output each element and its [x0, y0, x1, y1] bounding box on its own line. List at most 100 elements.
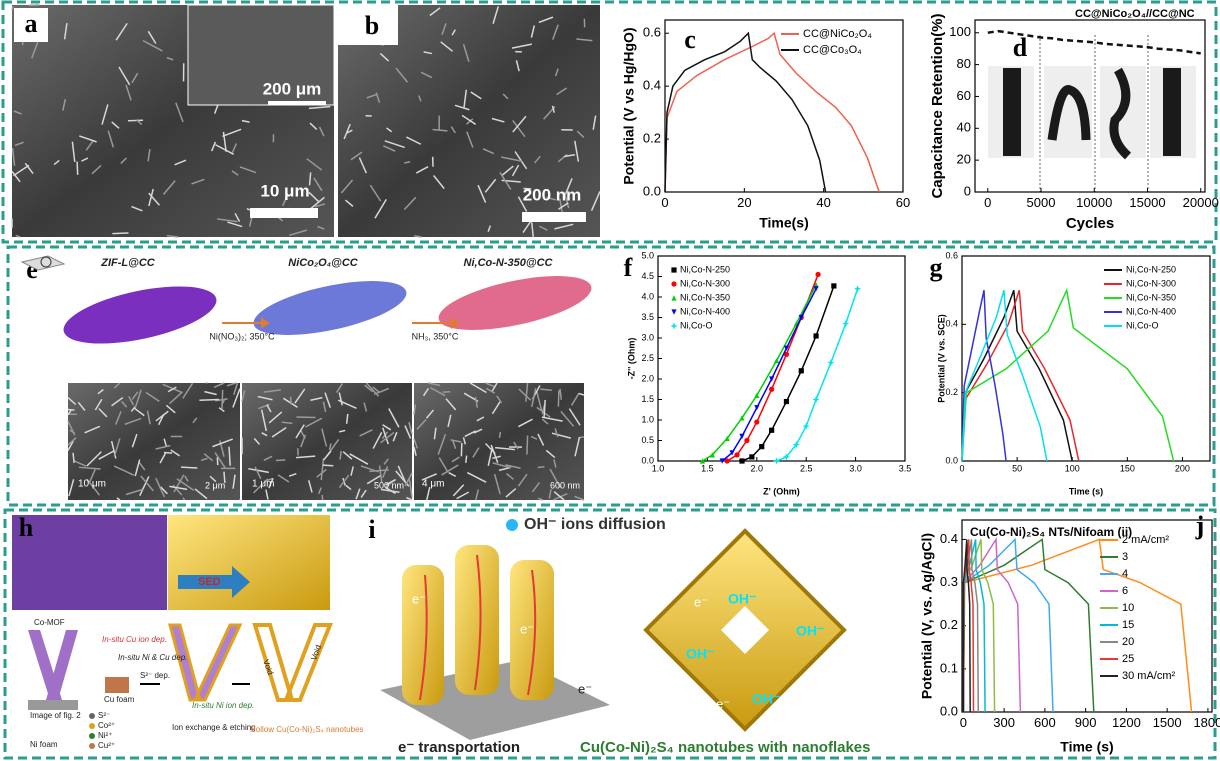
- y-axis-label: Potential (V vs. SCE): [936, 314, 946, 403]
- series-line: [963, 539, 1053, 712]
- y-tick-label: 0.3: [940, 574, 958, 589]
- legend-label: CC@Co₃O₄: [803, 44, 862, 56]
- x-axis-label: Time (s): [1060, 739, 1113, 755]
- data-point: [812, 396, 819, 403]
- y-tick-label: 40: [957, 120, 971, 135]
- y-tick-label: 1.5: [641, 394, 654, 404]
- x-tick-label: 100: [1065, 463, 1080, 473]
- y-tick-label: 0.6: [945, 250, 958, 260]
- x-tick-label: 200: [1175, 463, 1190, 473]
- y-tick-label: 3.5: [641, 312, 654, 322]
- y-tick-label: 1.0: [641, 414, 654, 424]
- x-axis-label: Time(s): [759, 215, 809, 231]
- x-tick-label: 3.5: [899, 463, 912, 473]
- legend-label: Ni,Co-O: [1126, 320, 1159, 330]
- x-tick-label: 300: [993, 715, 1015, 730]
- schematic-label: Co-MOF: [34, 618, 65, 627]
- electron-label: e⁻: [694, 594, 708, 609]
- series-line: [742, 286, 834, 461]
- legend-label: Ni,Co-N-300: [1126, 278, 1176, 288]
- legend-label: CC@NiCo₂O₄//CC@NC: [1075, 8, 1195, 20]
- legend-label: 6: [1122, 585, 1128, 597]
- caption: Cu(Co-Ni)₂S₄ nanotubes with nanoflakes: [580, 739, 871, 756]
- scale-bar: [522, 212, 586, 222]
- ion-dots: [89, 713, 95, 749]
- oh-label: OH⁻: [796, 623, 824, 639]
- y-tick-label: 60: [957, 88, 971, 103]
- schematic: [28, 625, 330, 710]
- ion-label: Cu²⁺: [98, 741, 115, 750]
- x-axis-label: Cycles: [1066, 215, 1114, 232]
- x-tick-label: 1500: [1153, 715, 1182, 730]
- schematic-label: S²⁻ dep.: [140, 671, 170, 680]
- texture-stroke: [499, 432, 500, 438]
- y-tick-label: 0.6: [643, 25, 661, 40]
- scale-bar-label: 4 μm: [422, 479, 444, 490]
- legend-marker: [670, 322, 677, 329]
- legend-label: 3: [1122, 551, 1128, 563]
- y-tick-label: 2.0: [641, 373, 654, 383]
- y-tick-label: 0.4: [945, 319, 958, 329]
- x-tick-label: 50: [1012, 463, 1022, 473]
- y-tick-label: 0.4: [940, 531, 958, 546]
- mof-array: [12, 515, 167, 610]
- data-point: [734, 452, 739, 457]
- data-point: [827, 359, 834, 366]
- stage-label: NiCo₂O₄@CC: [288, 257, 358, 269]
- y-tick-label: 0.0: [643, 183, 661, 198]
- panel-label: i: [368, 515, 375, 544]
- x-tick-label: 150: [1120, 463, 1135, 473]
- schematic-label: Cu foam: [104, 695, 135, 704]
- y-tick-label: 0.2: [945, 387, 958, 397]
- series-line: [665, 33, 826, 192]
- texture-stroke: [164, 453, 172, 454]
- nanorods: [59, 265, 596, 354]
- legend-label: Ni,Co-O: [680, 320, 713, 330]
- y-tick-label: 0.2: [940, 617, 958, 632]
- legend-label: Ni,Co-N-250: [680, 264, 730, 274]
- x-tick-label: 1800: [1193, 715, 1220, 730]
- panel-label: c: [684, 25, 696, 54]
- scale-bar-label: 10 μm: [78, 479, 106, 490]
- x-tick-label: 10000: [1076, 195, 1112, 210]
- texture-stroke: [276, 460, 285, 461]
- data-point: [799, 368, 804, 373]
- y-tick-label: 0.0: [945, 455, 958, 465]
- x-tick-label: 900: [1075, 715, 1097, 730]
- x-tick-label: 2.0: [751, 463, 764, 473]
- series-line: [962, 290, 1079, 461]
- y-axis-label: Capacitance Retention(%): [929, 13, 946, 198]
- figure: a 200 μm 10 μm b 200 nm e ZIF-L@CC NiCo₂…: [0, 0, 1220, 761]
- texture-stroke: [222, 390, 223, 409]
- legend-marker: [671, 309, 676, 314]
- series-line: [665, 33, 879, 192]
- panel-label: d: [1013, 33, 1028, 62]
- legend-marker: [671, 281, 676, 286]
- electron-label: e⁻: [520, 621, 534, 636]
- nanotube-array: [168, 515, 330, 610]
- electron-label: e⁻: [412, 591, 426, 606]
- legend-label: Ni,Co-N-350: [680, 292, 730, 302]
- data-point: [813, 333, 818, 338]
- panel-label: f: [624, 253, 633, 282]
- legend-label: Ni,Co-N-350: [1126, 292, 1176, 302]
- scale-bar-label: 1 μm: [252, 479, 274, 490]
- y-tick-label: 100: [949, 24, 971, 39]
- x-tick-label: 20000: [1183, 195, 1219, 210]
- y-tick-label: 3.0: [641, 332, 654, 342]
- data-point: [739, 458, 744, 463]
- ion-label: Co²⁺: [98, 721, 115, 730]
- legend-label: 25: [1122, 653, 1134, 665]
- stage-label: Ni,Co-N-350@CC: [464, 257, 554, 269]
- y-tick-label: 0.4: [643, 78, 661, 93]
- data-point: [754, 405, 759, 410]
- electron-label: e⁻: [716, 696, 730, 711]
- ion-label: Ni²⁺: [98, 731, 112, 740]
- scale-bar-label: 10 μm: [260, 181, 309, 200]
- data-point: [854, 285, 861, 292]
- scale-bar-label: 500 nm: [374, 480, 404, 490]
- y-tick-label: 0.0: [641, 455, 654, 465]
- schematic-label: In-situ Ni & Cu dep.: [118, 653, 187, 662]
- plot-frame: [962, 520, 1212, 712]
- texture-stroke: [199, 400, 219, 401]
